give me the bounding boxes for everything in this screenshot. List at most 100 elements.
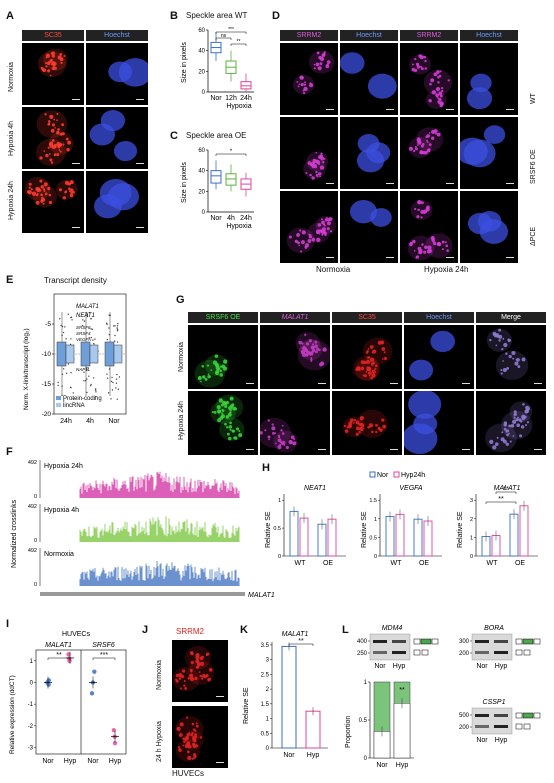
outlier-point bbox=[115, 382, 118, 384]
gene-label: MDM4 bbox=[382, 625, 403, 632]
exon bbox=[523, 723, 531, 730]
outlier-point bbox=[115, 378, 118, 380]
speckle bbox=[437, 81, 440, 84]
d-row-wt: WT bbox=[530, 93, 537, 104]
speckle bbox=[365, 351, 369, 354]
speckle bbox=[445, 244, 449, 248]
speckle bbox=[186, 750, 190, 754]
lane-label: Hyp bbox=[495, 663, 508, 670]
x-tick-label: OE bbox=[323, 560, 333, 567]
speckle bbox=[207, 373, 210, 376]
speckle bbox=[494, 442, 499, 446]
speckle bbox=[434, 132, 437, 135]
speckle bbox=[199, 736, 203, 739]
speckle bbox=[294, 239, 298, 243]
x-axis-label: Hypoxia bbox=[226, 223, 251, 230]
speckle bbox=[319, 229, 323, 233]
speckle bbox=[62, 196, 66, 200]
speckle bbox=[489, 439, 494, 445]
outlier-point bbox=[116, 398, 118, 400]
scale-bar bbox=[318, 383, 326, 384]
nucleus bbox=[113, 140, 138, 162]
speckle bbox=[319, 175, 321, 178]
x-tick-label: Nor bbox=[283, 752, 295, 759]
outlier-point bbox=[71, 319, 73, 321]
g-image bbox=[188, 391, 258, 455]
nucleus bbox=[36, 138, 66, 166]
speckle bbox=[506, 366, 510, 370]
speckle bbox=[522, 403, 525, 406]
ymax-label: 492 bbox=[28, 548, 37, 554]
speckle bbox=[441, 240, 445, 244]
j-row-normoxia: Normoxia bbox=[156, 660, 163, 690]
ladder-label: 200 bbox=[459, 651, 470, 657]
box-protein-coding bbox=[104, 341, 115, 367]
speckle bbox=[444, 241, 447, 244]
j-row-hypoxia: 24 h Hypoxia bbox=[156, 721, 163, 762]
speckle bbox=[260, 431, 263, 435]
speckle bbox=[424, 245, 428, 249]
y-tick-label: 1 bbox=[374, 517, 377, 523]
gene-title: MALAT1 bbox=[282, 631, 309, 638]
outlier-point bbox=[94, 338, 96, 340]
speckle bbox=[313, 63, 316, 66]
outlier-point bbox=[116, 341, 119, 343]
nucleus bbox=[349, 199, 377, 224]
speckle bbox=[60, 61, 63, 65]
speckle bbox=[313, 67, 316, 70]
speckle bbox=[517, 416, 519, 419]
speckle bbox=[316, 175, 319, 178]
outlier-point bbox=[108, 314, 110, 316]
title: HUVECs bbox=[62, 631, 91, 638]
panel-label-a: A bbox=[6, 10, 14, 22]
scale-bar bbox=[446, 109, 454, 110]
speckle bbox=[52, 64, 56, 67]
scale-bar bbox=[246, 449, 254, 450]
g-image bbox=[476, 325, 546, 389]
speckle bbox=[495, 344, 498, 347]
speckle bbox=[513, 410, 517, 414]
sig-label: ** bbox=[503, 486, 509, 493]
scale-bar bbox=[326, 109, 334, 110]
gene-label: BORA bbox=[484, 625, 504, 632]
x-tick-label: 24h bbox=[240, 215, 252, 222]
ymin-label: 0 bbox=[34, 582, 37, 588]
outlier-point bbox=[70, 338, 72, 340]
outlier-point bbox=[112, 325, 115, 327]
speckle bbox=[329, 230, 333, 233]
panel-label-i: I bbox=[6, 618, 10, 630]
speckle bbox=[496, 333, 499, 336]
speckle bbox=[199, 656, 204, 661]
outlier-point bbox=[95, 391, 97, 393]
speckle bbox=[366, 366, 369, 369]
scale-bar bbox=[246, 383, 254, 384]
outlier-point bbox=[62, 331, 65, 334]
speckle bbox=[210, 369, 213, 371]
a-row-normoxia: Normoxia bbox=[8, 62, 15, 92]
speckle bbox=[411, 67, 416, 72]
speckle bbox=[308, 339, 312, 343]
bar bbox=[385, 516, 395, 557]
data-point bbox=[111, 727, 117, 733]
band bbox=[392, 640, 406, 643]
speckle bbox=[315, 151, 318, 154]
speckle bbox=[365, 359, 371, 365]
speckle bbox=[311, 343, 314, 346]
outlier-point bbox=[93, 377, 95, 379]
outlier-point bbox=[116, 327, 118, 329]
speckle bbox=[207, 678, 211, 682]
g-image bbox=[476, 391, 546, 455]
speckle bbox=[512, 419, 517, 424]
scale-bar bbox=[386, 257, 394, 258]
speckle bbox=[221, 364, 226, 369]
sig-label: *** bbox=[228, 27, 234, 33]
speckle bbox=[221, 403, 224, 407]
outlier-point bbox=[72, 392, 74, 394]
d-image bbox=[340, 191, 398, 263]
speckle bbox=[308, 235, 313, 239]
speckle bbox=[370, 362, 374, 366]
l-gels: MDM4 400 250 Nor Hyp BORA 300 200 Nor Hyp CSSP1 500… bbox=[345, 625, 541, 769]
d-row-srsf6oe: SRSF6 OE bbox=[530, 149, 537, 184]
speckle bbox=[193, 739, 197, 743]
speckle bbox=[192, 728, 196, 732]
